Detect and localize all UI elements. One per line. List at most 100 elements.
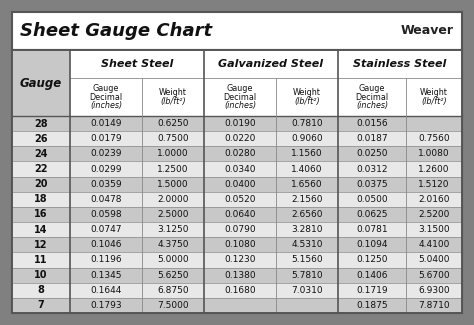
Text: 6.9300: 6.9300 [418, 286, 450, 295]
Text: Gauge: Gauge [20, 76, 62, 89]
Text: 0.0312: 0.0312 [356, 164, 388, 174]
Bar [12, 50, 70, 116]
Text: 0.0781: 0.0781 [356, 225, 388, 234]
Text: 2.5200: 2.5200 [419, 210, 450, 219]
Text: 7.5000: 7.5000 [157, 301, 189, 310]
Text: 0.0790: 0.0790 [224, 225, 256, 234]
Text: Gauge: Gauge [93, 84, 119, 93]
Text: 12: 12 [34, 240, 48, 250]
Text: 5.6250: 5.6250 [157, 271, 189, 280]
Text: 0.7810: 0.7810 [291, 119, 323, 128]
Text: 0.0375: 0.0375 [356, 180, 388, 189]
Text: 2.6560: 2.6560 [291, 210, 323, 219]
Text: 0.7500: 0.7500 [157, 134, 189, 143]
Text: Gauge: Gauge [227, 84, 253, 93]
Text: 6.8750: 6.8750 [157, 286, 189, 295]
Text: 0.0478: 0.0478 [90, 195, 122, 204]
Text: 0.1719: 0.1719 [356, 286, 388, 295]
Text: 0.0187: 0.0187 [356, 134, 388, 143]
Text: 0.0400: 0.0400 [224, 180, 256, 189]
Text: Decimal: Decimal [356, 93, 389, 101]
Text: 1.2500: 1.2500 [157, 164, 189, 174]
Text: 0.0359: 0.0359 [90, 180, 122, 189]
Text: 0.0280: 0.0280 [224, 150, 256, 158]
Bar [12, 222, 462, 237]
Text: 7.0310: 7.0310 [291, 286, 323, 295]
Bar [12, 116, 462, 131]
Text: 5.1560: 5.1560 [291, 255, 323, 265]
Text: 0.0500: 0.0500 [356, 195, 388, 204]
Text: (inches): (inches) [90, 101, 122, 110]
Text: 5.6700: 5.6700 [418, 271, 450, 280]
Text: Galvanized Steel: Galvanized Steel [219, 59, 324, 69]
Text: 1.1560: 1.1560 [291, 150, 323, 158]
Text: 4.4100: 4.4100 [419, 240, 450, 249]
Text: 5.0400: 5.0400 [418, 255, 450, 265]
Text: 0.1793: 0.1793 [90, 301, 122, 310]
Text: 0.0220: 0.0220 [224, 134, 255, 143]
Text: 1.6560: 1.6560 [291, 180, 323, 189]
Text: (inches): (inches) [224, 101, 256, 110]
Bar [12, 283, 462, 298]
Text: 24: 24 [34, 149, 48, 159]
Text: 0.1250: 0.1250 [356, 255, 388, 265]
Text: 3.1250: 3.1250 [157, 225, 189, 234]
Bar [12, 176, 462, 192]
Bar [12, 162, 462, 176]
Text: 0.0239: 0.0239 [90, 150, 122, 158]
Text: 0.1875: 0.1875 [356, 301, 388, 310]
Text: 1.0080: 1.0080 [418, 150, 450, 158]
Text: 0.0299: 0.0299 [90, 164, 122, 174]
Bar [12, 253, 462, 267]
Bar [12, 267, 462, 283]
Text: 0.1380: 0.1380 [224, 271, 256, 280]
Text: 0.1230: 0.1230 [224, 255, 256, 265]
Text: 1.0000: 1.0000 [157, 150, 189, 158]
Text: 5.0000: 5.0000 [157, 255, 189, 265]
Bar [12, 131, 462, 146]
Text: (lb/ft²): (lb/ft²) [294, 97, 320, 106]
Text: 0.1680: 0.1680 [224, 286, 256, 295]
Text: 3.1500: 3.1500 [418, 225, 450, 234]
Bar [12, 146, 462, 162]
Text: 3.2810: 3.2810 [291, 225, 323, 234]
Text: 1.4060: 1.4060 [291, 164, 323, 174]
Text: (inches): (inches) [356, 101, 388, 110]
Text: 11: 11 [34, 255, 48, 265]
Text: Sheet Gauge Chart: Sheet Gauge Chart [20, 22, 212, 40]
Text: 0.0747: 0.0747 [90, 225, 122, 234]
Text: 8: 8 [37, 285, 45, 295]
Bar [12, 207, 462, 222]
Text: 0.6250: 0.6250 [157, 119, 189, 128]
Text: Decimal: Decimal [223, 93, 256, 101]
Text: 2.0000: 2.0000 [157, 195, 189, 204]
Text: 7: 7 [37, 300, 45, 310]
Text: 0.1080: 0.1080 [224, 240, 256, 249]
Bar [12, 50, 462, 313]
Text: 0.7560: 0.7560 [418, 134, 450, 143]
Text: 28: 28 [34, 119, 48, 129]
Text: Stainless Steel: Stainless Steel [353, 59, 447, 69]
Text: 0.9060: 0.9060 [291, 134, 323, 143]
Text: 4.5310: 4.5310 [291, 240, 323, 249]
Text: Weight: Weight [293, 88, 321, 97]
Text: Decimal: Decimal [90, 93, 123, 101]
Text: 2.5000: 2.5000 [157, 210, 189, 219]
Text: 7.8710: 7.8710 [418, 301, 450, 310]
Text: 4.3750: 4.3750 [157, 240, 189, 249]
Text: 1.5120: 1.5120 [418, 180, 450, 189]
Bar [12, 50, 462, 313]
Text: 0.1345: 0.1345 [90, 271, 122, 280]
Text: 18: 18 [34, 194, 48, 204]
Text: 0.1406: 0.1406 [356, 271, 388, 280]
Text: 0.0250: 0.0250 [356, 150, 388, 158]
Text: 0.1196: 0.1196 [90, 255, 122, 265]
Text: 0.0190: 0.0190 [224, 119, 256, 128]
Text: 0.0156: 0.0156 [356, 119, 388, 128]
Text: Weight: Weight [420, 88, 448, 97]
Text: 0.0520: 0.0520 [224, 195, 256, 204]
Text: 10: 10 [34, 270, 48, 280]
Text: 0.0640: 0.0640 [224, 210, 256, 219]
Text: 0.0598: 0.0598 [90, 210, 122, 219]
Text: 2.1560: 2.1560 [291, 195, 323, 204]
